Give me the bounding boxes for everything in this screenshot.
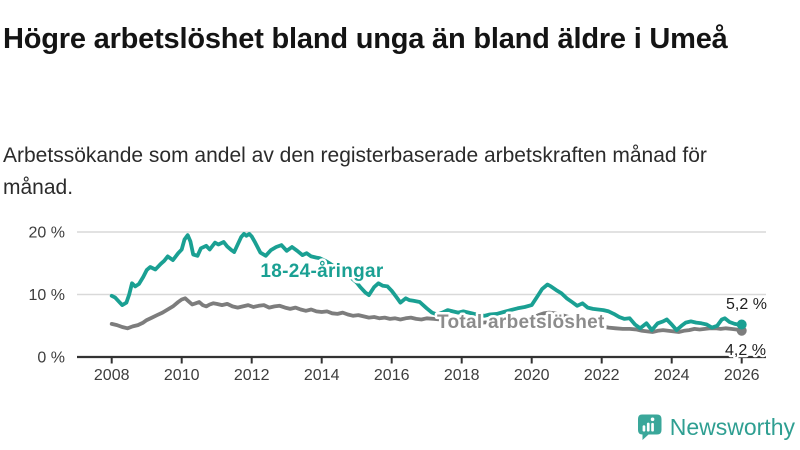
chart-subtitle: Arbetssökande som andel av den registerb… — [3, 144, 707, 199]
series-label-youth: 18-24-åringar — [260, 261, 384, 282]
x-tick-label: 2014 — [304, 367, 340, 384]
x-tick-label: 2022 — [584, 367, 620, 384]
end-dot-youth — [736, 319, 747, 330]
x-tick-label: 2012 — [234, 367, 270, 384]
series-line-total — [109, 296, 744, 334]
page-title: Högre arbetslöshet bland unga än bland ä… — [3, 23, 728, 56]
x-tick-label: 2016 — [374, 367, 410, 384]
x-tick-label: 2008 — [94, 367, 130, 384]
chart-labels: 18-24-åringar Total arbetslöshet 5,2 % 4… — [258, 259, 769, 362]
x-tick-label: 2018 — [444, 367, 480, 384]
x-tick-label: 2024 — [654, 367, 690, 384]
speech-bubble-bar-chart-icon — [637, 414, 662, 440]
series-line-youth — [109, 232, 744, 333]
x-tick-label: 2010 — [164, 367, 200, 384]
x-tick-label: 2026 — [724, 367, 760, 384]
y-tick-label: 10 % — [29, 287, 65, 304]
chart-axes-and-lines: 20 % 10 % 0 % 2008 2010 2012 2014 2016 2018 2020 2… — [29, 225, 766, 384]
series-label-total: Total arbetslöshet — [437, 312, 605, 333]
newsworthy-logo-text: Newsworthy — [669, 413, 795, 440]
x-tick-label: 2020 — [514, 367, 550, 384]
y-tick-label: 20 % — [29, 225, 65, 242]
end-value-label-youth: 5,2 % — [726, 296, 767, 313]
end-value-label-total: 4,2 % — [725, 342, 766, 359]
newsworthy-logo: Newsworthy — [636, 413, 795, 441]
y-tick-label: 0 % — [37, 350, 65, 367]
line-chart: 20 % 10 % 0 % 2008 2010 2012 2014 2016 2018 2020 2… — [29, 225, 770, 385]
